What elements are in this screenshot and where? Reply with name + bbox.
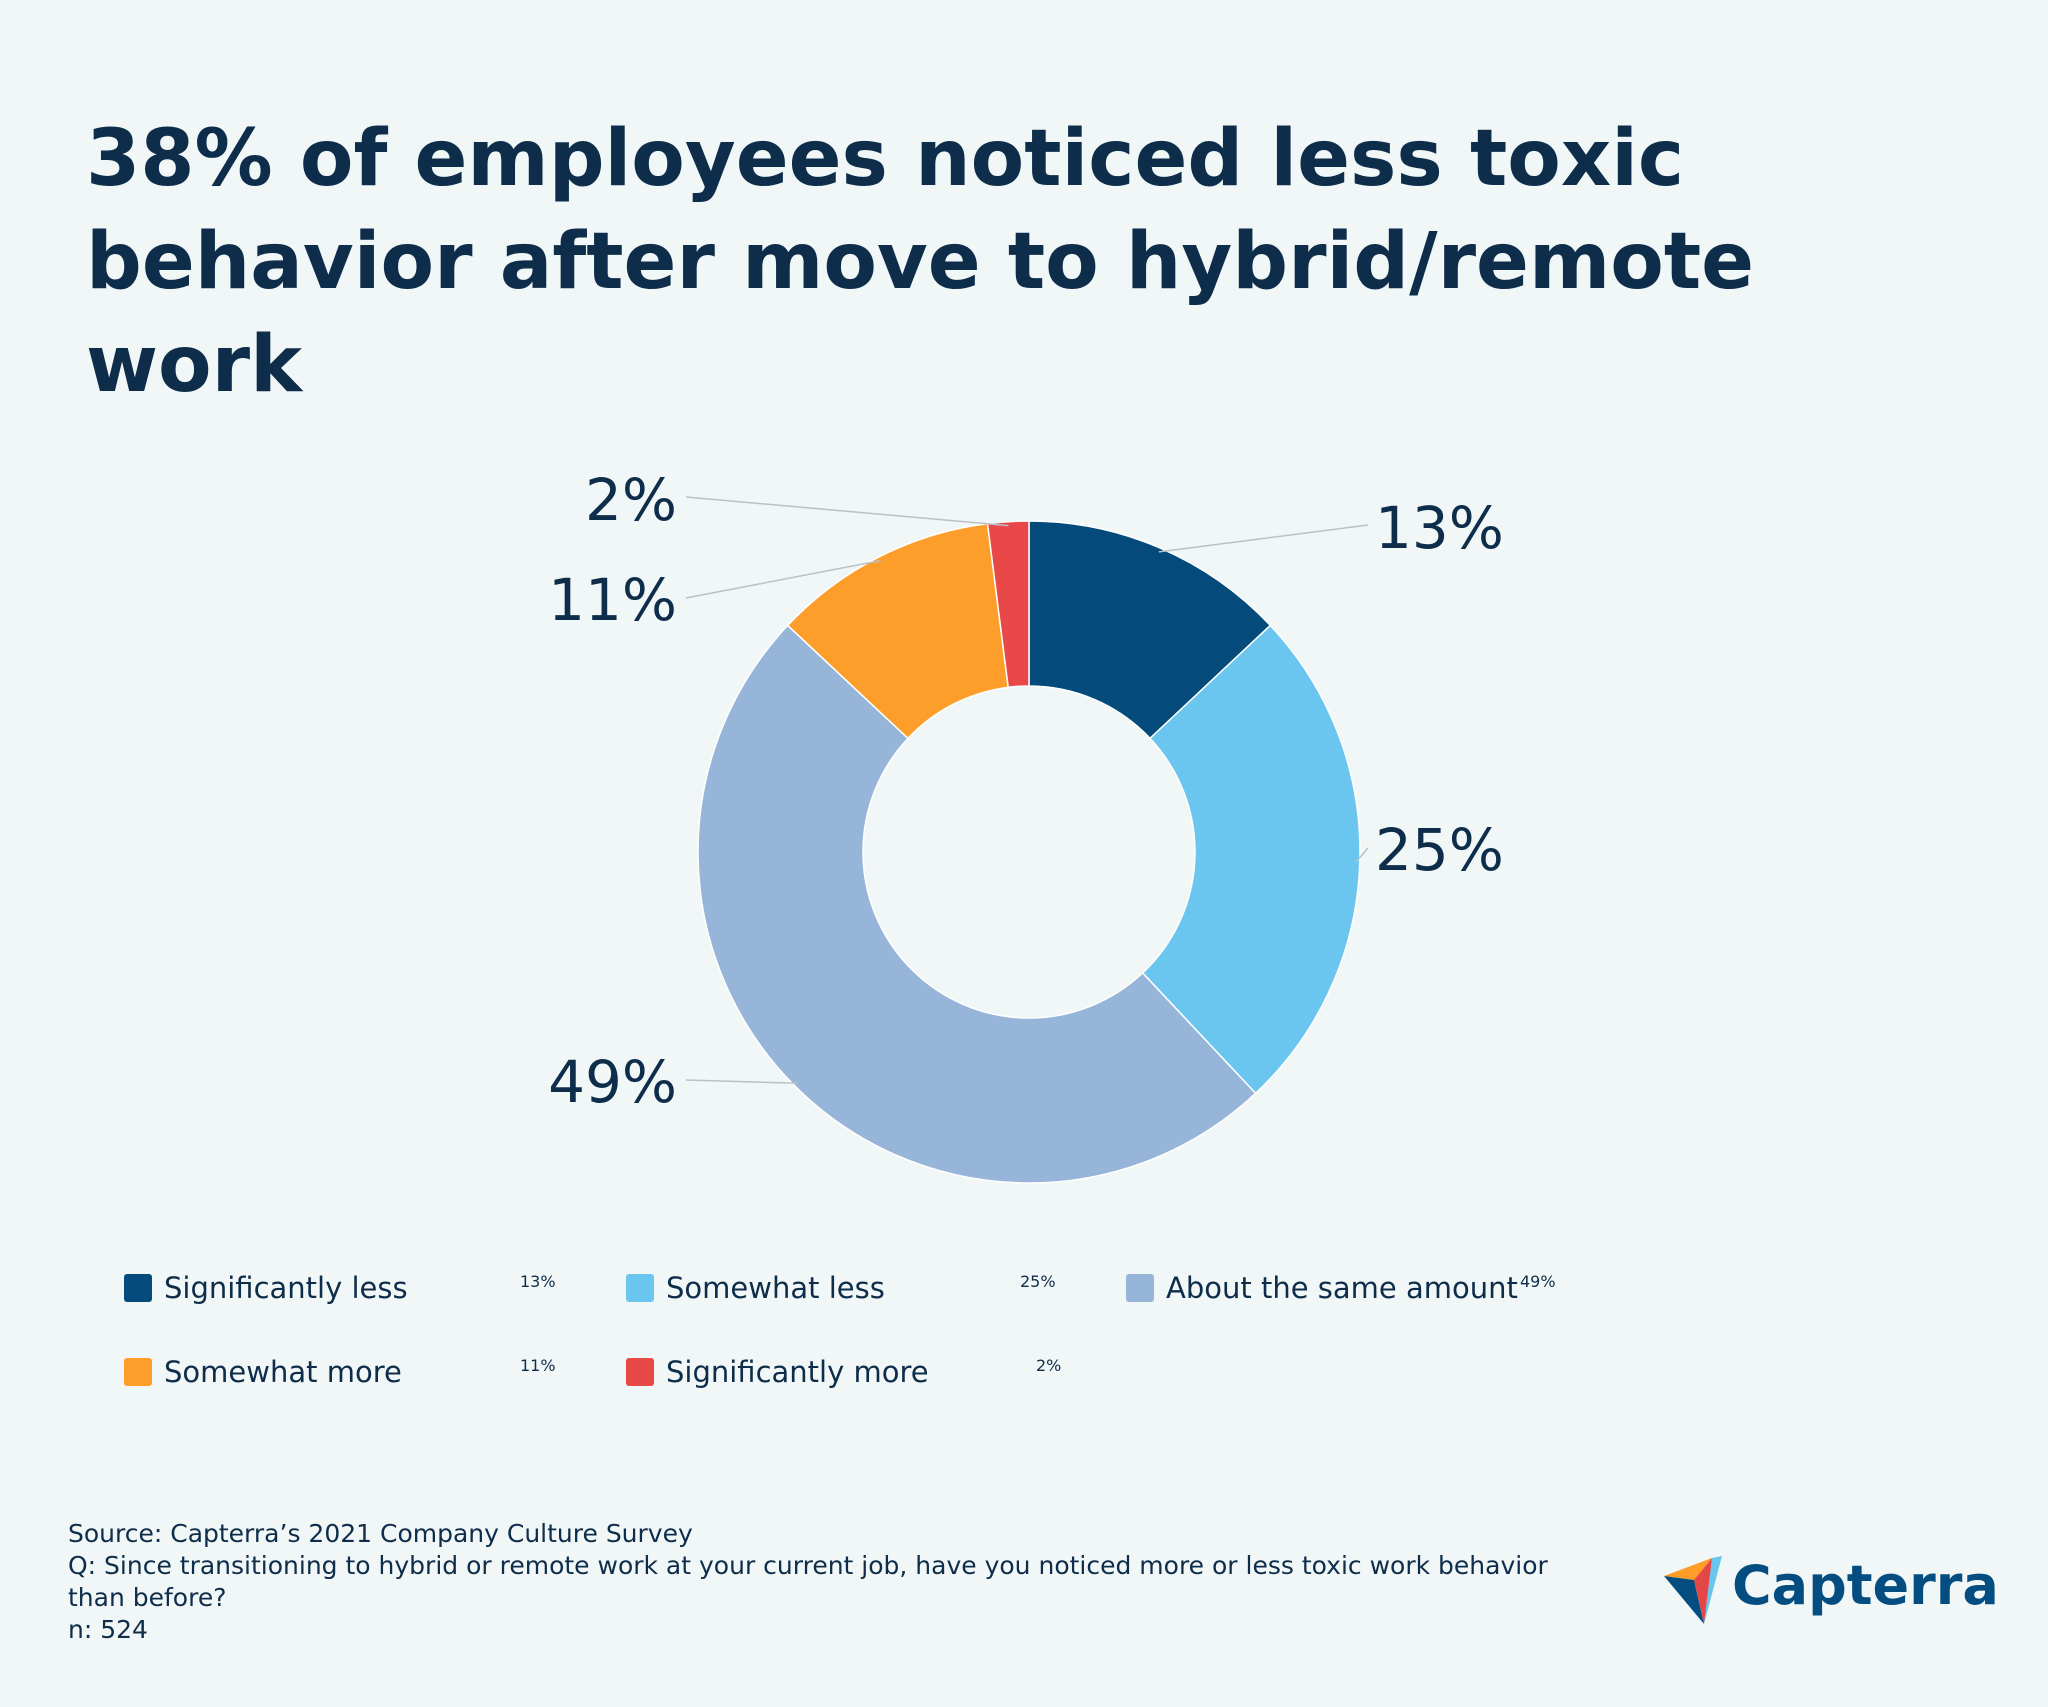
source-note: Source: Capterra’s 2021 Company Culture … (68, 1519, 693, 1548)
leader-line (685, 1079, 798, 1084)
donut-slices (697, 520, 1361, 1184)
legend-label: About the same amount (1166, 1271, 1518, 1305)
chart-title: 38% of employees noticed less toxic beha… (86, 108, 1986, 417)
footer-notes: Source: Capterra’s 2021 Company Culture … (68, 1518, 1628, 1646)
leader-line (685, 559, 881, 599)
legend-swatch (124, 1358, 152, 1386)
donut-chart: 13% 25% 49% 11% 2% (548, 466, 1504, 1184)
legend-value: 11% (520, 1356, 556, 1375)
legend-swatch (626, 1274, 654, 1302)
legend-label: Significantly less (164, 1271, 408, 1305)
capterra-arrow-icon (1664, 1556, 1722, 1624)
legend-swatch (626, 1358, 654, 1386)
legend-item-significantly-more: Significantly more (626, 1352, 929, 1392)
donut-slice (986, 520, 1030, 689)
legend: Significantly less 13% Somewhat less 25%… (124, 1268, 1624, 1389)
sample-size-note: n: 524 (68, 1615, 148, 1644)
slice-value-label: 2% (585, 466, 677, 534)
leader-line (1158, 524, 1369, 553)
legend-item-significantly-less: Significantly less (124, 1268, 408, 1308)
legend-swatch (124, 1274, 152, 1302)
legend-value: 2% (1036, 1356, 1062, 1375)
donut-slice (786, 522, 1010, 740)
chart-title-line-1: 38% of employees noticed less toxic (86, 114, 1685, 204)
legend-item-somewhat-more: Somewhat more (124, 1352, 402, 1392)
capterra-logo: Capterra (1660, 1552, 1999, 1632)
legend-label: Somewhat less (666, 1271, 885, 1305)
legend-label: Significantly more (666, 1355, 929, 1389)
slice-value-label: 13% (1375, 494, 1504, 562)
question-note-line-1: Q: Since transitioning to hybrid or remo… (68, 1551, 1548, 1580)
legend-swatch (1126, 1274, 1154, 1302)
legend-item-somewhat-less: Somewhat less (626, 1268, 885, 1308)
label-leader-lines (685, 496, 1369, 1084)
slice-labels: 13% 25% 49% 11% 2% (548, 466, 1504, 1116)
legend-item-about-the-same: About the same amount (1126, 1268, 1518, 1308)
donut-slice (1028, 520, 1272, 740)
donut-slice (1141, 624, 1361, 1095)
leader-line (1355, 847, 1369, 863)
legend-value: 13% (520, 1272, 556, 1291)
capterra-logo-text: Capterra (1732, 1554, 1999, 1617)
question-note-line-2: than before? (68, 1583, 227, 1612)
donut-slice (697, 624, 1257, 1184)
chart-title-line-2: behavior after move to hybrid/remote wor… (86, 217, 1755, 410)
slice-value-label: 49% (548, 1048, 677, 1116)
legend-value: 25% (1020, 1272, 1056, 1291)
leader-line (685, 496, 1009, 527)
legend-value: 49% (1520, 1272, 1556, 1291)
slice-value-label: 25% (1375, 816, 1504, 884)
slice-value-label: 11% (548, 566, 677, 634)
legend-label: Somewhat more (164, 1355, 402, 1389)
